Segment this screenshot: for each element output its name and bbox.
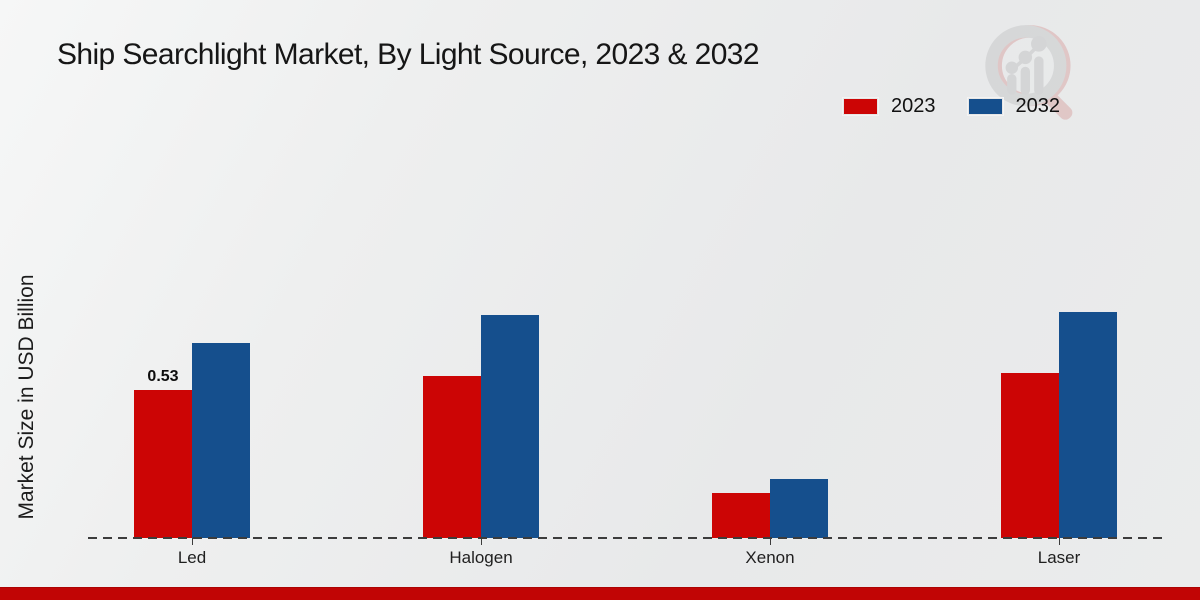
x-label-led: Led: [177, 548, 207, 567]
bar-2032-xenon: [770, 479, 828, 538]
x-tick-xenon: [770, 538, 771, 545]
x-label-halogen: Halogen: [449, 548, 513, 567]
x-tick-halogen: [481, 538, 482, 545]
legend-label-2023: 2023: [891, 95, 936, 117]
bar-value-label-led-2023: 0.53: [147, 368, 179, 385]
legend-swatch-2023: [843, 98, 878, 115]
chart-title: Ship Searchlight Market, By Light Source…: [57, 38, 760, 71]
legend-item-2023: 2023: [843, 95, 936, 118]
x-tick-laser: [1059, 538, 1060, 545]
legend-swatch-2032: [967, 98, 1003, 115]
legend: 2023 2032: [843, 95, 1060, 118]
bar-2032-halogen: [481, 315, 539, 538]
x-tick-led: [192, 538, 193, 545]
bar-2023-led: [134, 390, 192, 538]
bottom-red-strip: [0, 587, 1200, 600]
bar-2023-xenon: [712, 493, 770, 538]
x-axis-line: [88, 537, 1166, 539]
x-label-xenon: Xenon: [745, 548, 795, 567]
x-label-laser: Laser: [1037, 548, 1081, 567]
bar-2023-laser: [1001, 373, 1059, 538]
magnifier-bar-chart-logo-icon: [985, 25, 1073, 120]
bar-2032-led: [192, 343, 250, 538]
bar-2023-halogen: [423, 376, 481, 538]
bar-2032-laser: [1059, 312, 1117, 538]
legend-item-2032: 2032: [967, 95, 1061, 118]
legend-label-2032: 2032: [1015, 95, 1061, 117]
